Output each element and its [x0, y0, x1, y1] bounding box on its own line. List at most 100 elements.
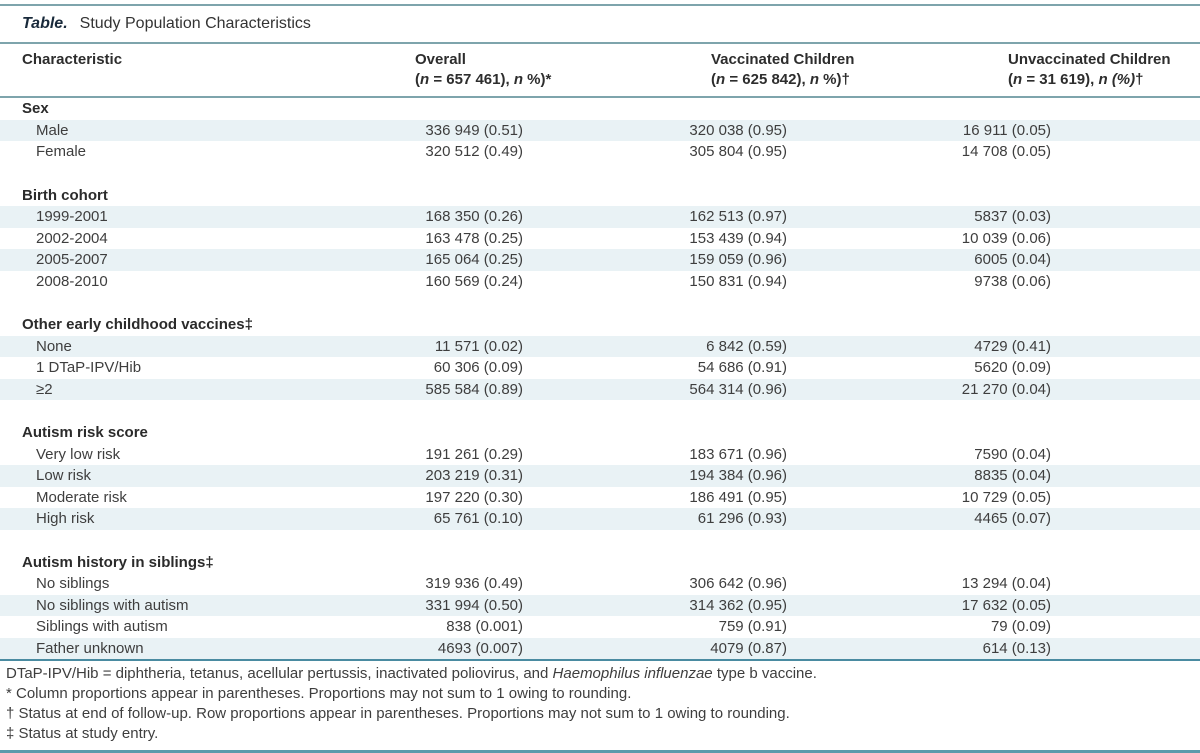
section-header-label: Birth cohort — [22, 186, 108, 204]
cell-vaccinated: 153 439 (0.94) — [689, 229, 787, 247]
cell-unvaccinated: 10 039 (0.06) — [961, 229, 1051, 247]
cell-vaccinated: 4079 (0.87) — [710, 639, 787, 657]
cell-overall: 320 512 (0.49) — [425, 143, 523, 160]
table-body: Sex Male 336 949 (0.51) 320 038 (0.95) 16 91… — [0, 98, 1200, 659]
table-row: No siblings with autism 331 994 (0.50) 314… — [0, 594, 1200, 616]
col-header-vaccinated-sub: (n = 625 842), n %)† — [711, 70, 854, 90]
text-segment: ( — [1008, 71, 1013, 88]
section-header-row: Birth cohort — [0, 185, 1200, 207]
row-label: None — [36, 337, 72, 355]
cell-overall: 160 569 (0.24) — [425, 272, 523, 290]
col-header-unvaccinated: Unvaccinated Children (n = 31 619), n (%… — [1008, 50, 1171, 90]
cell-vaccinated: 305 804 (0.95) — [689, 143, 787, 160]
cell-unvaccinated: 614 (0.13) — [982, 639, 1051, 657]
section-header-row: Autism history in siblings‡ — [0, 552, 1200, 574]
cell-vaccinated: 194 384 (0.96) — [689, 467, 787, 484]
text-segment: type b vaccine. — [712, 665, 817, 682]
col-header-unvaccinated-sub: (n = 31 619), n (%)† — [1008, 70, 1171, 90]
cell-unvaccinated: 10 729 (0.05) — [961, 488, 1051, 506]
text-segment: n — [716, 71, 726, 88]
cell-overall: 203 219 (0.31) — [425, 467, 523, 484]
col-header-characteristic: Characteristic — [22, 51, 123, 68]
cell-overall: 65 761 (0.10) — [433, 510, 523, 527]
col-header-vaccinated: Vaccinated Children (n = 625 842), n %)† — [711, 50, 854, 90]
table-row: ≥2 585 584 (0.89) 564 314 (0.96) 21 270 (0.… — [0, 378, 1200, 400]
footnote-line: * Column proportions appear in parenthes… — [6, 684, 1190, 704]
cell-unvaccinated: 79 (0.09) — [990, 618, 1051, 635]
footnote-divider-rule — [0, 659, 1200, 661]
row-label: 1999-2001 — [36, 208, 108, 225]
text-segment: %)* — [523, 71, 552, 88]
text-segment: %)† — [819, 71, 850, 88]
cell-overall: 165 064 (0.25) — [425, 251, 523, 268]
cell-unvaccinated: 7590 (0.04) — [974, 445, 1051, 463]
text-segment: † — [1135, 71, 1144, 88]
cell-unvaccinated: 14 708 (0.05) — [961, 143, 1051, 160]
row-label: Siblings with autism — [36, 618, 168, 635]
header-divider-rule — [0, 96, 1200, 98]
row-label: No siblings with autism — [36, 596, 189, 614]
row-label: Father unknown — [36, 639, 144, 657]
table-row: Female 320 512 (0.49) 305 804 (0.95) 14 708… — [0, 141, 1200, 163]
col-header-overall: Overall (n = 657 461), n %)* — [415, 50, 551, 90]
cell-unvaccinated: 6005 (0.04) — [974, 251, 1051, 268]
section-header-row: Other early childhood vaccines‡ — [0, 314, 1200, 336]
section-gap — [0, 530, 1200, 552]
text-segment: = 625 842), — [725, 71, 810, 88]
cell-overall: 191 261 (0.29) — [425, 445, 523, 463]
table-row: Male 336 949 (0.51) 320 038 (0.95) 16 911 (… — [0, 119, 1200, 141]
cell-unvaccinated: 21 270 (0.04) — [961, 380, 1051, 398]
section-header-row: Sex — [0, 98, 1200, 120]
cell-overall: 585 584 (0.89) — [425, 380, 523, 398]
table-section: Birth cohort 1999-2001 168 350 (0.26) 162 5… — [0, 185, 1200, 293]
table-row: Low risk 203 219 (0.31) 194 384 (0.96) 8835… — [0, 465, 1200, 487]
cell-vaccinated: 314 362 (0.95) — [689, 596, 787, 614]
text-segment: n (%) — [1098, 71, 1136, 88]
table-row: 1 DTaP-IPV/Hib 60 306 (0.09) 54 686 (0.91)… — [0, 357, 1200, 379]
cell-vaccinated: 183 671 (0.96) — [689, 445, 787, 463]
cell-unvaccinated: 13 294 (0.04) — [961, 575, 1051, 592]
row-label: Moderate risk — [36, 488, 127, 506]
row-label: Low risk — [36, 467, 92, 484]
row-label: 1 DTaP-IPV/Hib — [36, 359, 142, 376]
table-row: 2005-2007 165 064 (0.25) 159 059 (0.96) 600… — [0, 249, 1200, 271]
footnote-line: ‡ Status at study entry. — [6, 724, 1190, 744]
cell-unvaccinated: 9738 (0.06) — [974, 272, 1051, 290]
table-row: High risk 65 761 (0.10) 61 296 (0.93) 4465 … — [0, 508, 1200, 530]
row-label: 2005-2007 — [36, 251, 108, 268]
cell-vaccinated: 162 513 (0.97) — [689, 208, 787, 225]
text-segment: † Status at end of follow-up. Row propor… — [6, 705, 790, 722]
cell-vaccinated: 159 059 (0.96) — [689, 251, 787, 268]
cell-overall: 197 220 (0.30) — [425, 488, 523, 506]
text-segment: = 31 619), — [1022, 71, 1099, 88]
text-segment: n — [1013, 71, 1023, 88]
row-label: High risk — [36, 510, 95, 527]
row-label: 2008-2010 — [36, 272, 108, 290]
top-rule — [0, 4, 1200, 6]
section-gap — [0, 163, 1200, 185]
footnote-line: † Status at end of follow-up. Row propor… — [6, 704, 1190, 724]
text-segment: = 657 461), — [429, 71, 514, 88]
text-segment: DTaP-IPV/Hib = diphtheria, tetanus, acel… — [6, 665, 553, 682]
cell-overall: 163 478 (0.25) — [425, 229, 523, 247]
table-section: Autism risk score Very low risk 191 261 (0… — [0, 422, 1200, 530]
cell-vaccinated: 759 (0.91) — [718, 618, 787, 635]
row-label: Very low risk — [36, 445, 121, 463]
text-segment: n — [513, 71, 523, 88]
text-segment: ( — [415, 71, 420, 88]
cell-overall: 331 994 (0.50) — [425, 596, 523, 614]
table-title: Table. Study Population Characteristics — [0, 6, 1200, 42]
table-section: Other early childhood vaccines‡ None 11 57… — [0, 314, 1200, 400]
row-label: Male — [36, 121, 69, 139]
section-header-label: Autism risk score — [22, 424, 148, 441]
section-header-label: Sex — [22, 100, 49, 117]
table-title-text: Study Population Characteristics — [79, 15, 311, 32]
table-row: 2002-2004 163 478 (0.25) 153 439 (0.94) 10 … — [0, 228, 1200, 250]
section-gap — [0, 400, 1200, 422]
cell-unvaccinated: 8835 (0.04) — [974, 467, 1051, 484]
cell-vaccinated: 320 038 (0.95) — [689, 121, 787, 139]
col-header-overall-name: Overall — [415, 51, 466, 68]
row-label: 2002-2004 — [36, 229, 108, 247]
cell-overall: 168 350 (0.26) — [425, 208, 523, 225]
section-header-label: Autism history in siblings‡ — [22, 553, 214, 571]
